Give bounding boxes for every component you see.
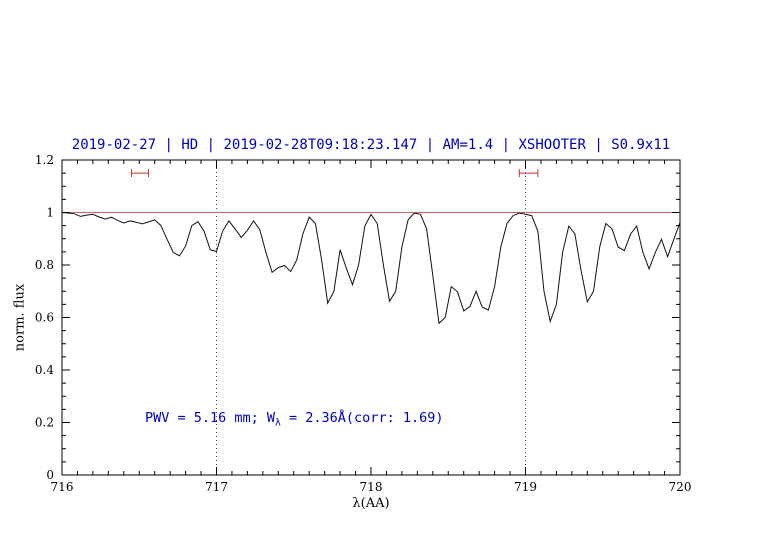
spectrum-line xyxy=(61,212,681,325)
x-tick-label: 720 xyxy=(669,480,692,494)
x-tick-label: 718 xyxy=(360,480,383,494)
y-tick-label: 1.2 xyxy=(35,153,54,167)
y-tick-label: 0.6 xyxy=(35,311,54,325)
x-tick-label: 717 xyxy=(205,480,228,494)
annotation-suffix: = 2.36Å(corr: 1.69) xyxy=(280,410,444,426)
annotation-lambda-subscript: λ xyxy=(275,417,281,429)
y-tick-label: 0 xyxy=(46,468,54,482)
y-tick-label: 0.2 xyxy=(35,416,54,430)
annotation-prefix: PWV = 5.16 mm; W xyxy=(145,410,276,426)
y-tick-label: 0.8 xyxy=(35,258,54,272)
plot-title: 2019-02-27 | HD | 2019-02-28T09:18:23.14… xyxy=(71,137,671,153)
x-tick-label: 716 xyxy=(51,480,74,494)
y-tick-label: 0.4 xyxy=(35,363,54,377)
x-tick-label: 719 xyxy=(514,480,537,494)
pwv-annotation: PWV = 5.16 mm; Wλ = 2.36Å(corr: 1.69) xyxy=(145,410,443,429)
y-axis-label: norm. flux xyxy=(12,283,28,352)
y-tick-label: 1 xyxy=(46,206,54,220)
x-axis-label: λ(AA) xyxy=(352,496,390,511)
